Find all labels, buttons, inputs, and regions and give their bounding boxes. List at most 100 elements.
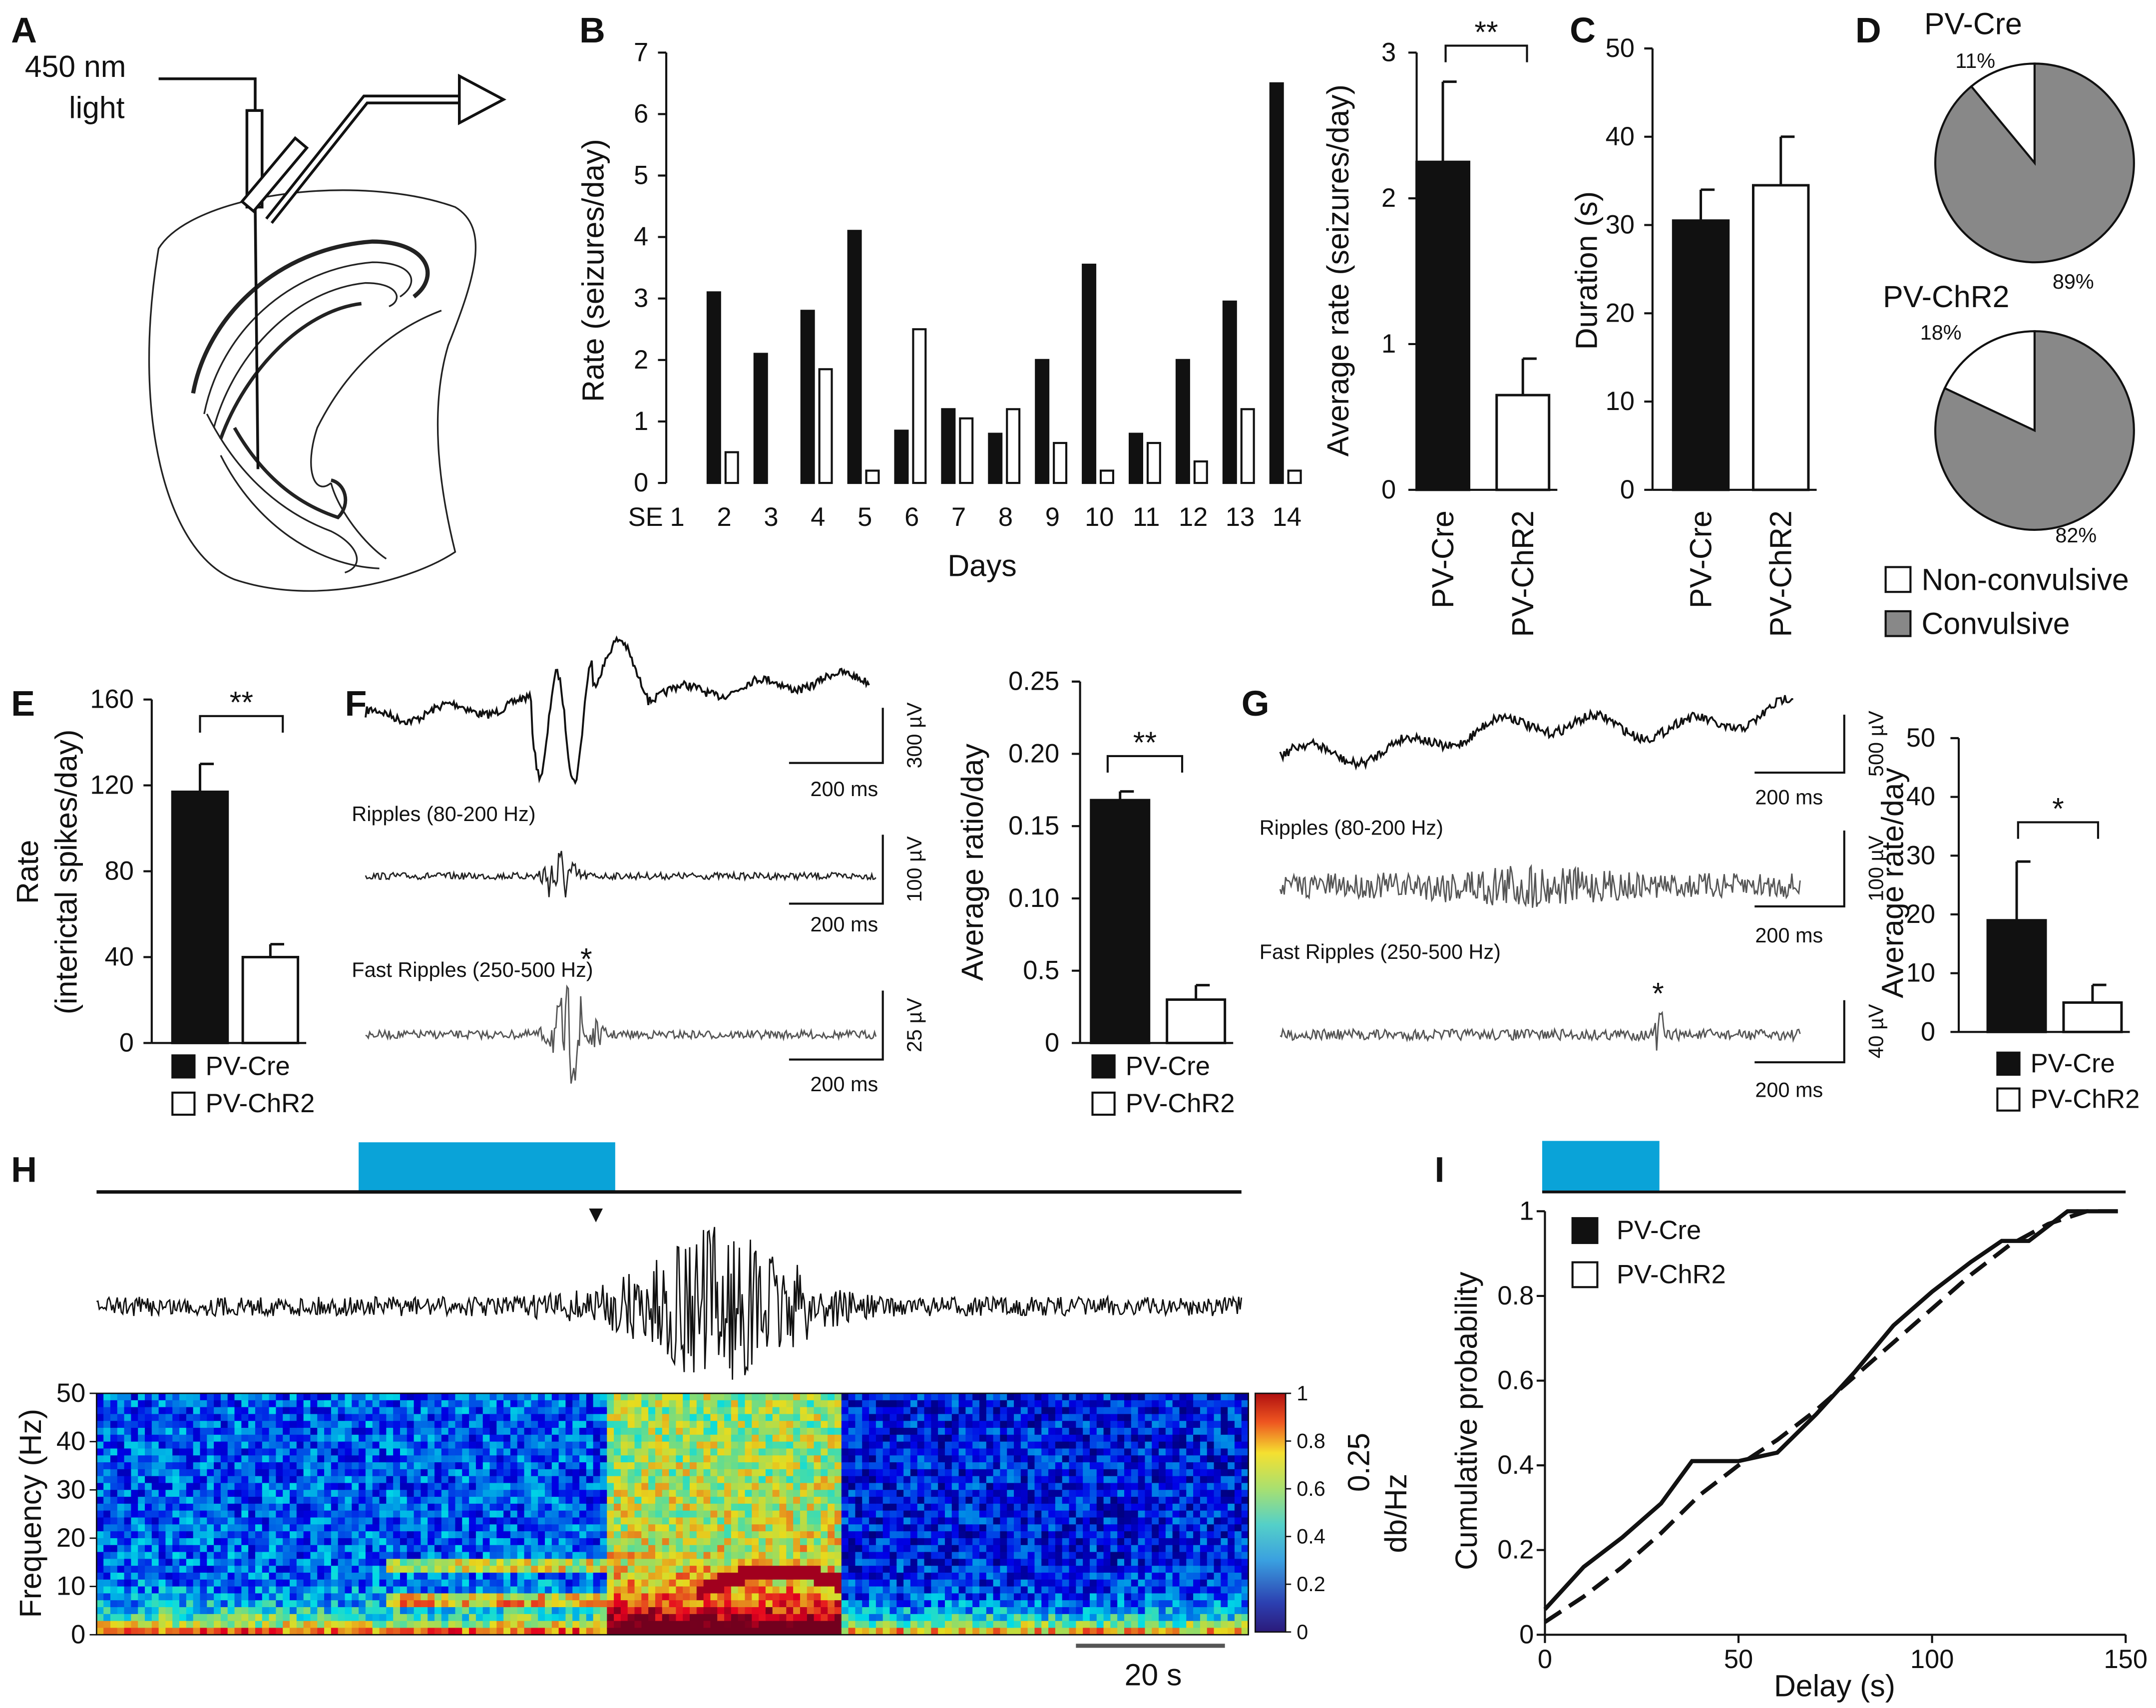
spectrogram-cell — [262, 1490, 270, 1498]
spectrogram-cell — [814, 1483, 822, 1491]
bar — [1287, 469, 1302, 484]
spectrogram-cell — [317, 1483, 325, 1491]
spectrogram-cell — [669, 1393, 677, 1401]
y-tick-label: 0 — [634, 468, 648, 497]
spectrogram-cell — [689, 1552, 698, 1560]
spectrogram-cell — [710, 1393, 718, 1401]
spectrogram-cell — [710, 1434, 718, 1442]
spectrogram-cell — [662, 1483, 670, 1491]
spectrogram-cell — [924, 1566, 932, 1574]
spectrogram-cell — [600, 1538, 608, 1546]
spectrogram-cell — [462, 1427, 470, 1436]
spectrogram-cell — [345, 1483, 353, 1491]
spectrogram-cell — [448, 1510, 456, 1518]
spectrogram-cell — [779, 1614, 787, 1622]
spectrogram-cell — [648, 1393, 656, 1401]
spectrogram-cell — [731, 1545, 739, 1553]
spectrogram-cell — [648, 1427, 656, 1436]
spectrogram-cell — [979, 1407, 987, 1415]
spectrogram-cell — [283, 1621, 291, 1629]
spectrogram-cell — [372, 1434, 380, 1442]
spectrogram-cell — [489, 1469, 497, 1477]
spectrogram-cell — [517, 1414, 525, 1422]
spectrogram-cell — [779, 1559, 787, 1567]
spectrogram-cell — [648, 1421, 656, 1429]
spectrogram-cell — [544, 1621, 553, 1629]
spectrogram-cell — [179, 1497, 187, 1505]
spectrogram-cell — [428, 1490, 435, 1498]
spectrogram-cell — [786, 1421, 794, 1429]
spectrogram-cell — [441, 1476, 449, 1484]
spectrogram-cell — [365, 1531, 374, 1539]
spectrogram-cell — [428, 1448, 435, 1456]
spectrogram-cell — [848, 1462, 856, 1470]
spectrogram-cell — [421, 1593, 429, 1601]
spectrogram-cell — [965, 1628, 973, 1635]
spectrogram-cell — [841, 1497, 850, 1505]
spectrogram-cell — [489, 1552, 497, 1560]
spectrogram-cell — [393, 1455, 401, 1463]
spectrogram-cell — [662, 1573, 670, 1581]
spectrogram-cell — [875, 1573, 884, 1581]
spectrogram-cell — [669, 1579, 677, 1588]
spectrogram-cell — [779, 1490, 787, 1498]
spectrogram-cell — [710, 1497, 718, 1505]
spectrogram-cell — [338, 1552, 346, 1560]
spectrogram-cell — [434, 1559, 442, 1567]
spectrogram-cell — [138, 1552, 146, 1560]
spectrogram-cell — [400, 1441, 408, 1449]
spectrogram-cell — [821, 1593, 829, 1601]
spectrogram-cell — [689, 1531, 698, 1539]
spectrogram-cell — [600, 1400, 608, 1408]
spectrogram-cell — [110, 1628, 118, 1635]
spectrogram-cell — [503, 1628, 511, 1635]
spectrogram-cell — [662, 1628, 670, 1635]
spectrogram-cell — [365, 1607, 374, 1615]
y-tick-label: 0 — [119, 1028, 134, 1057]
spectrogram-cell — [331, 1462, 339, 1470]
spectrogram-cell — [524, 1538, 532, 1546]
spectrogram-cell — [648, 1448, 656, 1456]
spectrogram-cell — [131, 1427, 139, 1436]
spectrogram-cell — [359, 1407, 367, 1415]
spectrogram-cell — [165, 1497, 173, 1505]
spectrogram-cell — [965, 1462, 973, 1470]
spectrogram-cell — [524, 1524, 532, 1532]
spectrogram-cell — [220, 1552, 229, 1560]
spectrogram-cell — [910, 1538, 918, 1546]
spectrogram-cell — [855, 1607, 863, 1615]
spectrogram-cell — [662, 1538, 670, 1546]
spectrogram-cell — [593, 1469, 601, 1477]
pie-slice — [1934, 62, 2135, 264]
spectrogram-cell — [910, 1441, 918, 1449]
spectrogram-cell — [324, 1497, 332, 1505]
spectrogram-cell — [324, 1421, 332, 1429]
spectrogram-cell — [641, 1462, 649, 1470]
spectrogram-cell — [503, 1455, 511, 1463]
spectrogram-cell — [455, 1434, 463, 1442]
spectrogram-cell — [393, 1407, 401, 1415]
spectrogram-cell — [641, 1538, 649, 1546]
spectrogram-cell — [441, 1393, 449, 1401]
spectrogram-cell — [372, 1600, 380, 1608]
spectrogram-cell — [441, 1531, 449, 1539]
spectrogram-cell — [296, 1524, 305, 1532]
spectrogram-cell — [172, 1503, 180, 1512]
spectrogram-cell — [924, 1497, 932, 1505]
spectrogram-cell — [951, 1441, 959, 1449]
spectrogram-cell — [283, 1579, 291, 1588]
spectrogram-cell — [283, 1462, 291, 1470]
spectrogram-cell — [738, 1628, 746, 1635]
spectrogram-cell — [793, 1538, 801, 1546]
spectrogram-cell — [717, 1455, 725, 1463]
spectrogram-cell — [875, 1434, 884, 1442]
spectrogram-cell — [117, 1400, 125, 1408]
spectrogram-cell — [620, 1469, 629, 1477]
spectrogram-cell — [303, 1400, 311, 1408]
spectrogram-cell — [593, 1490, 601, 1498]
spectrogram-cell — [951, 1400, 959, 1408]
spectrogram-cell — [828, 1538, 836, 1546]
spectrogram-cell — [469, 1407, 477, 1415]
spectrogram-cell — [331, 1393, 339, 1401]
spectrogram-cell — [165, 1441, 173, 1449]
